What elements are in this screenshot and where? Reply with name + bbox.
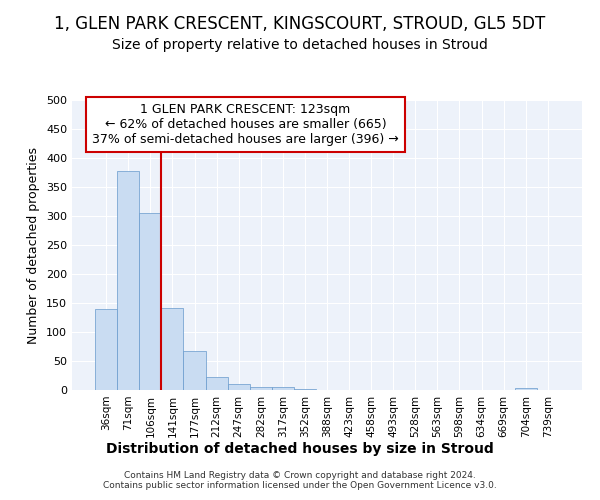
- Bar: [227, 384, 250, 390]
- Text: 1, GLEN PARK CRESCENT, KINGSCOURT, STROUD, GL5 5DT: 1, GLEN PARK CRESCENT, KINGSCOURT, STROU…: [55, 15, 545, 33]
- Y-axis label: Number of detached properties: Number of detached properties: [28, 146, 40, 344]
- Bar: [117, 171, 139, 390]
- Bar: [515, 388, 537, 390]
- Bar: [139, 213, 161, 390]
- Bar: [161, 308, 184, 390]
- Bar: [206, 376, 227, 390]
- Bar: [250, 386, 272, 390]
- Text: Size of property relative to detached houses in Stroud: Size of property relative to detached ho…: [112, 38, 488, 52]
- Text: Contains HM Land Registry data © Crown copyright and database right 2024.
Contai: Contains HM Land Registry data © Crown c…: [103, 470, 497, 490]
- Bar: [95, 309, 117, 390]
- Text: 1 GLEN PARK CRESCENT: 123sqm
← 62% of detached houses are smaller (665)
37% of s: 1 GLEN PARK CRESCENT: 123sqm ← 62% of de…: [92, 103, 399, 146]
- Bar: [272, 387, 294, 390]
- Bar: [184, 350, 206, 390]
- Text: Distribution of detached houses by size in Stroud: Distribution of detached houses by size …: [106, 442, 494, 456]
